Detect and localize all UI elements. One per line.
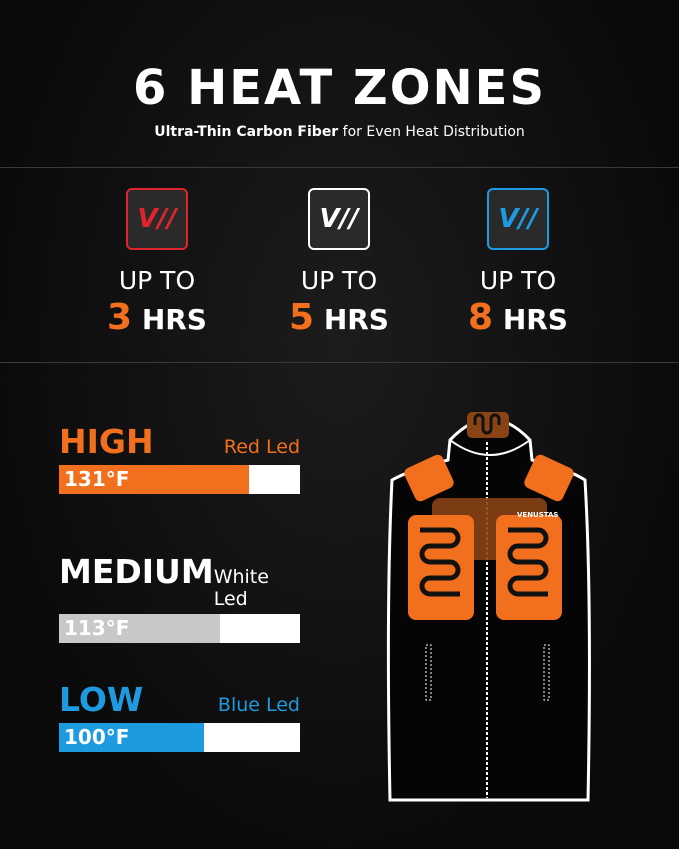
- temperature-bar: 113°F: [59, 614, 300, 643]
- venustas-logo-white-icon: V//: [308, 188, 370, 250]
- temperature-bar: 100°F: [59, 723, 300, 752]
- divider: [0, 362, 679, 363]
- level-name: LOW: [59, 680, 144, 719]
- venustas-logo-red-icon: V//: [126, 188, 188, 250]
- bar-fill: [59, 614, 221, 643]
- temperature-bar: 131°F: [59, 465, 300, 494]
- right-pocket-zipper: [543, 644, 550, 701]
- temperature: 113°F: [64, 616, 130, 640]
- hours: 5 HRS: [259, 297, 419, 338]
- hours-unit: HRS: [323, 303, 389, 336]
- up-to-label: UP TO: [300, 266, 378, 295]
- mode-medium: V// UP TO 5 HRS: [259, 188, 419, 338]
- page-title: 6 HEAT ZONES: [132, 60, 547, 116]
- led-label: Blue Led: [217, 694, 300, 716]
- venustas-logo-blue-icon: V//: [487, 188, 549, 250]
- hours: 8 HRS: [438, 297, 598, 338]
- hours-number: 5: [289, 297, 315, 338]
- heat-zone-right-shoulder: [524, 454, 574, 502]
- bar-fill: [59, 465, 250, 494]
- hours-unit: HRS: [141, 303, 207, 336]
- level-name: HIGH: [59, 422, 154, 461]
- heated-vest-illustration: VENUSTAS: [386, 412, 591, 802]
- hours: 3 HRS: [77, 297, 237, 338]
- subtitle-rest: for Even Heat Distribution: [338, 124, 525, 140]
- level-header: MEDIUM White Led: [59, 552, 300, 610]
- hours-number: 3: [107, 297, 133, 338]
- level-medium: MEDIUM White Led 113°F: [59, 552, 300, 643]
- hours-number: 8: [468, 297, 494, 338]
- mode-high: V// UP TO 3 HRS: [77, 188, 237, 338]
- left-pocket-zipper: [425, 644, 432, 701]
- subtitle-bold: Ultra-Thin Carbon Fiber: [154, 124, 339, 140]
- up-to-label: UP TO: [118, 266, 196, 295]
- level-header: LOW Blue Led: [59, 680, 300, 719]
- level-low: LOW Blue Led 100°F: [59, 680, 300, 752]
- bar-fill: [59, 723, 204, 752]
- led-label: White Led: [213, 566, 269, 610]
- divider: [0, 167, 679, 168]
- level-high: HIGH Red Led 131°F: [59, 422, 300, 494]
- brand-logo: VENUSTAS: [517, 511, 558, 519]
- led-label: Red Led: [223, 436, 300, 458]
- up-to-label: UP TO: [479, 266, 557, 295]
- mode-low: V// UP TO 8 HRS: [438, 188, 598, 338]
- heat-zone-left-shoulder: [404, 454, 454, 502]
- level-header: HIGH Red Led: [59, 422, 300, 461]
- temperature: 100°F: [64, 725, 130, 749]
- temperature: 131°F: [64, 467, 130, 491]
- hours-unit: HRS: [502, 303, 568, 336]
- subtitle: Ultra-Thin Carbon Fiber for Even Heat Di…: [0, 124, 679, 140]
- level-name: MEDIUM: [59, 552, 214, 591]
